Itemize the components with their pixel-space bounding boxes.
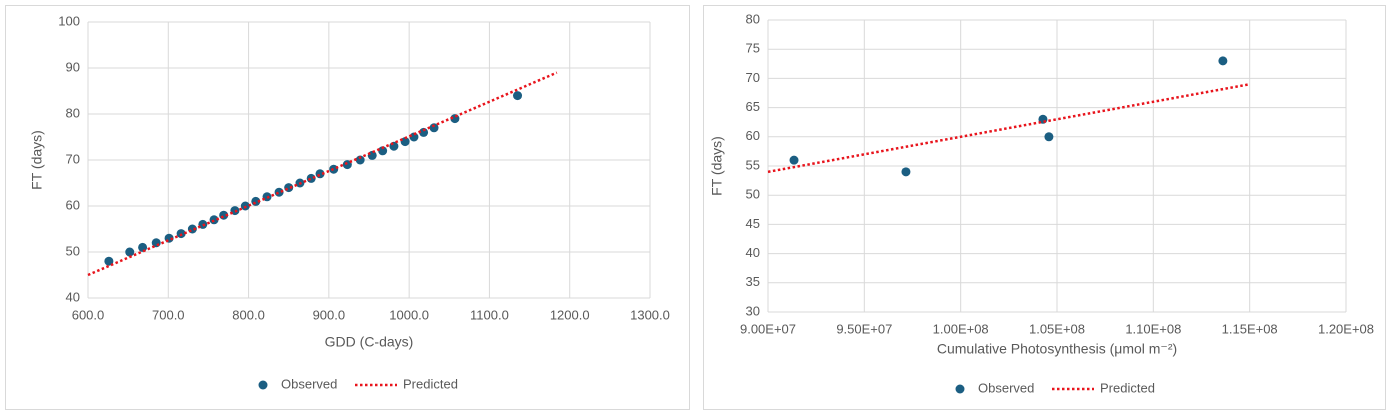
y-axis-title: FT (days) — [29, 130, 45, 190]
data-point — [378, 146, 388, 156]
trend-line — [87, 71, 558, 277]
data-point — [125, 247, 135, 257]
legend-label: Observed — [978, 380, 1034, 395]
trend-line — [767, 83, 1250, 174]
x-tick-label: 1300.0 — [630, 307, 670, 322]
data-point — [1218, 56, 1228, 66]
x-tick-label: 9.00E+07 — [740, 321, 796, 336]
y-tick-label: 75 — [746, 41, 760, 56]
y-tick-label: 80 — [66, 105, 80, 120]
x-tick-label: 800.0 — [232, 307, 265, 322]
data-point — [342, 160, 352, 170]
legend-marker — [955, 384, 965, 394]
y-tick-label: 30 — [746, 303, 760, 318]
x-tick-label: 700.0 — [152, 307, 185, 322]
y-tick-label: 65 — [746, 99, 760, 114]
y-tick-label: 70 — [746, 70, 760, 85]
x-axis-title: Cumulative Photosynthesis (μmol m⁻²) — [937, 341, 1177, 357]
data-point — [104, 256, 114, 266]
data-point — [789, 155, 799, 165]
x-tick-label: 1000.0 — [389, 307, 429, 322]
y-tick-label: 45 — [746, 216, 760, 231]
data-point — [400, 137, 410, 147]
data-point — [513, 91, 523, 101]
x-tick-label: 1.15E+08 — [1222, 321, 1278, 336]
legend-label: Predicted — [1100, 380, 1155, 395]
data-point — [409, 132, 419, 142]
data-point — [1044, 132, 1054, 142]
y-tick-label: 60 — [746, 128, 760, 143]
x-tick-label: 900.0 — [313, 307, 346, 322]
legend-label: Observed — [281, 376, 337, 391]
x-tick-label: 1200.0 — [550, 307, 590, 322]
y-tick-label: 50 — [746, 187, 760, 202]
data-point — [138, 242, 148, 252]
x-tick-label: 1100.0 — [470, 307, 509, 322]
y-tick-label: 70 — [66, 151, 80, 166]
y-tick-label: 90 — [66, 59, 80, 74]
data-point — [209, 215, 219, 225]
x-tick-label: 1.10E+08 — [1125, 321, 1181, 336]
x-tick-label: 1.20E+08 — [1318, 321, 1374, 336]
data-point — [419, 127, 429, 137]
legend-label: Predicted — [403, 376, 458, 391]
data-point — [355, 155, 365, 165]
y-tick-label: 55 — [746, 157, 760, 172]
chart-panel — [703, 5, 1386, 410]
y-axis-title: FT (days) — [709, 136, 725, 196]
chart-panel — [5, 5, 690, 410]
y-tick-label: 40 — [746, 245, 760, 260]
y-tick-label: 80 — [746, 11, 760, 26]
data-point — [429, 123, 439, 133]
x-tick-label: 1.05E+08 — [1029, 321, 1085, 336]
y-tick-label: 35 — [746, 274, 760, 289]
x-axis-title: GDD (C-days) — [325, 334, 414, 350]
legend-marker — [258, 380, 268, 390]
data-point — [901, 167, 911, 177]
y-tick-label: 100 — [58, 13, 80, 28]
x-tick-label: 9.50E+07 — [836, 321, 892, 336]
x-tick-label: 1.00E+08 — [933, 321, 989, 336]
y-tick-label: 40 — [66, 289, 80, 304]
y-tick-label: 60 — [66, 197, 80, 212]
x-tick-label: 600.0 — [72, 307, 105, 322]
y-tick-label: 50 — [66, 243, 80, 258]
